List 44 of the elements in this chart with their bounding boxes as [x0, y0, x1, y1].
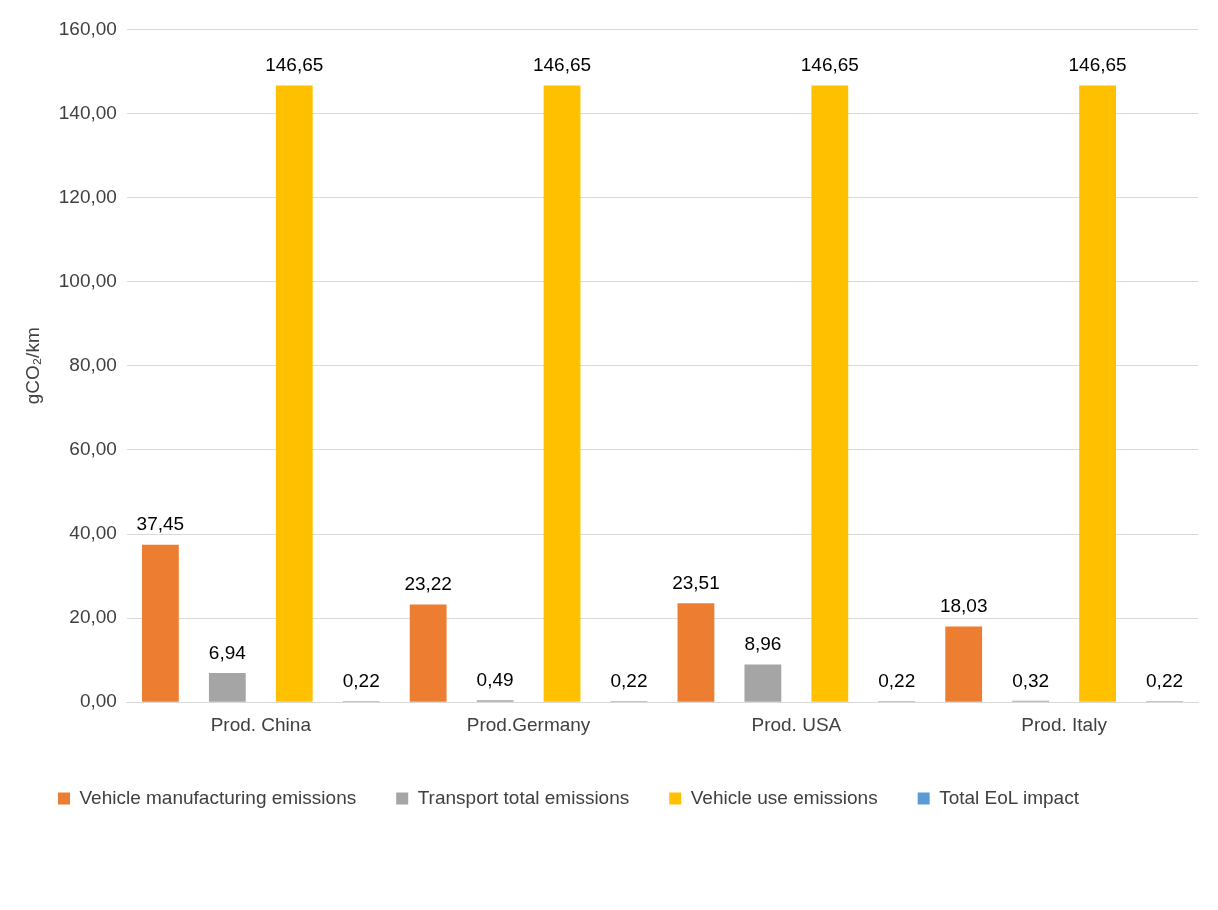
bar [744, 664, 782, 702]
y-tick-label: 120,00 [58, 185, 117, 207]
legend-label: Total EoL impact [939, 786, 1080, 808]
bar [945, 626, 983, 702]
bar [677, 603, 715, 702]
data-label: 0,22 [878, 670, 916, 692]
data-label: 0,22 [342, 670, 380, 692]
legend-label: Transport total emissions [417, 786, 630, 808]
data-label: 37,45 [136, 513, 185, 535]
x-tick-label: Prod. Italy [1021, 713, 1108, 735]
data-label: 146,65 [1068, 54, 1127, 76]
x-tick-label: Prod.Germany [466, 713, 591, 735]
data-label: 0,22 [1146, 670, 1184, 692]
data-label: 0,49 [476, 668, 514, 690]
y-axis-title: gCO₂/km [21, 327, 43, 405]
legend-label: Vehicle manufacturing emissions [79, 786, 357, 808]
bar [141, 544, 179, 702]
data-label: 146,65 [265, 54, 324, 76]
y-tick-label: 140,00 [58, 101, 117, 123]
y-tick-label: 0,00 [79, 690, 117, 712]
bar [1079, 85, 1116, 702]
data-label: 18,03 [939, 595, 988, 617]
bar [409, 604, 447, 702]
y-tick-label: 60,00 [69, 438, 117, 460]
y-tick-label: 160,00 [58, 17, 117, 39]
y-tick-label: 20,00 [69, 606, 117, 628]
data-label: 23,51 [672, 572, 720, 594]
data-label: 146,65 [532, 54, 592, 76]
bar [275, 85, 313, 702]
legend-label: Vehicle use emissions [690, 786, 878, 808]
bar [811, 85, 849, 702]
data-label: 146,65 [800, 54, 859, 76]
x-tick-label: Prod. China [210, 713, 312, 735]
y-tick-label: 40,00 [69, 522, 117, 544]
data-label: 8,96 [744, 633, 782, 655]
y-tick-label: 80,00 [69, 354, 117, 376]
y-tick-label: 100,00 [58, 269, 117, 291]
data-label: 0,32 [1012, 669, 1050, 691]
data-label: 6,94 [208, 641, 247, 663]
x-tick-label: Prod. USA [751, 713, 842, 735]
data-label: 23,22 [404, 573, 452, 595]
bar [208, 673, 246, 702]
bar [543, 85, 581, 702]
data-label: 0,22 [610, 670, 648, 692]
